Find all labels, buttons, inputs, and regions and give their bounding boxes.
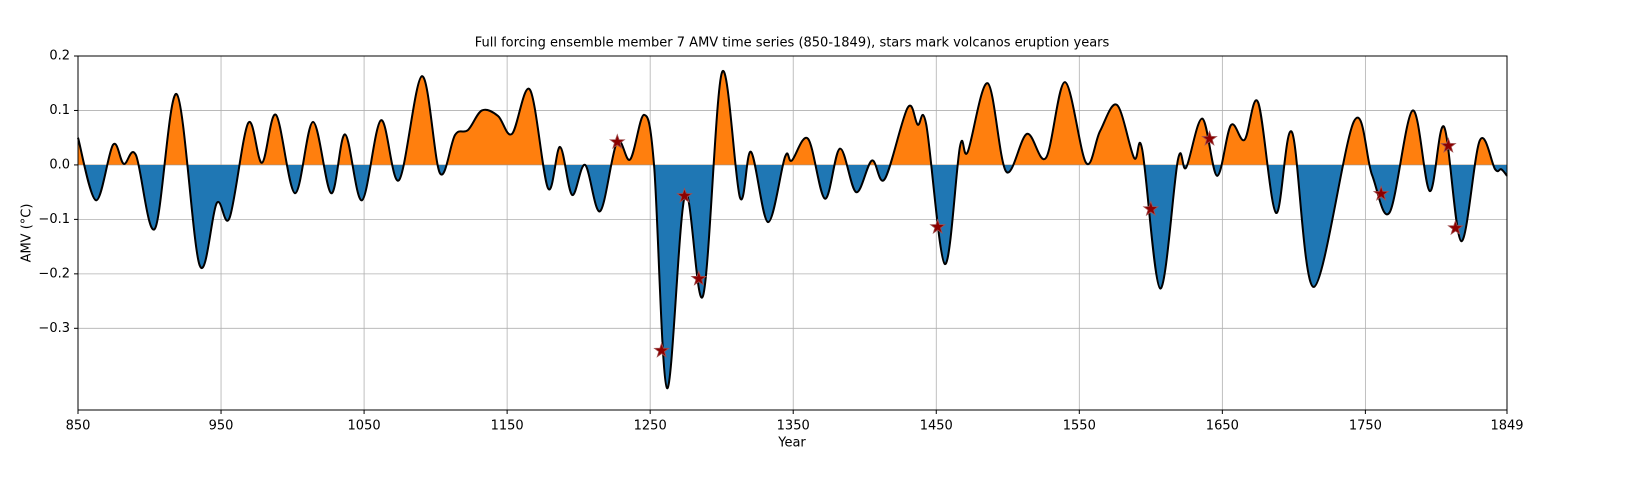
area-positive [78,71,1507,165]
x-tick-label: 1550 [1063,419,1096,434]
x-axis-label: Year [777,436,806,451]
line [77,70,1508,390]
y-tick-label: 0.0 [49,157,70,172]
volcano-star [1142,200,1160,217]
x-tick-label: 1150 [491,419,524,434]
y-tick-label: −0.3 [38,321,70,336]
x-tick-label: 1450 [920,419,953,434]
volcano-star [1440,137,1457,153]
x-tick-label: 1650 [1206,419,1239,434]
plot-frame [77,55,1508,411]
y-axis-label: AMV (°C) [20,204,35,263]
volcano-star [690,270,708,286]
x-tick-label: 1050 [348,419,381,434]
volcano-star [1372,185,1390,201]
y-tick-label: −0.1 [38,212,70,227]
chart-title: Full forcing ensemble member 7 AMV time … [475,36,1110,51]
volcano-star [608,133,626,150]
x-tick-label: 950 [209,419,234,434]
area-negative [84,164,1507,389]
volcano-star [929,218,946,235]
y-tick-label: −0.2 [38,266,70,281]
volcano-star [1201,130,1218,146]
volcano-star [653,341,670,358]
y-tick-label: 0.2 [49,49,70,64]
x-tick-label: 1849 [1490,419,1523,434]
volcano-star [676,187,693,204]
volcano-star [1447,219,1464,236]
y-tick-label: 0.1 [49,103,70,118]
x-tick-label: 1750 [1349,419,1382,434]
x-tick-label: 850 [66,419,91,434]
x-tick-label: 1350 [777,419,810,434]
x-tick-label: 1250 [634,419,667,434]
